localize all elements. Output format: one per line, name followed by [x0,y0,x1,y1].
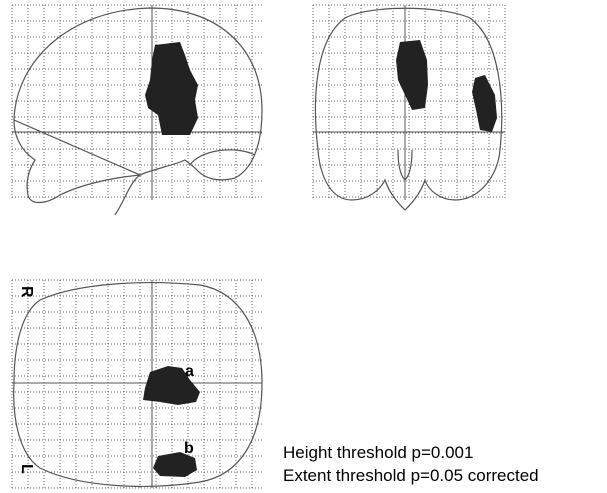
sagittal-view [12,5,262,215]
caption-line: Extent threshold p=0.05 corrected [283,466,539,485]
activation-blob [145,42,198,135]
cerebellum-outline [190,150,255,165]
orientation-label: L [18,464,35,474]
activation-blob [472,75,497,132]
orientation-label: R [18,286,35,298]
activation-blob [396,40,428,110]
cluster-label: a [185,363,194,380]
brain-outline [14,283,262,487]
figure: R L a b Height threshold p=0.001 Extent … [0,0,607,493]
axial-view: R L a b [12,280,262,488]
grids [12,5,505,488]
caption-line: Height threshold p=0.001 [283,443,473,462]
cluster-label: b [184,440,194,457]
brain-outline [14,8,262,215]
